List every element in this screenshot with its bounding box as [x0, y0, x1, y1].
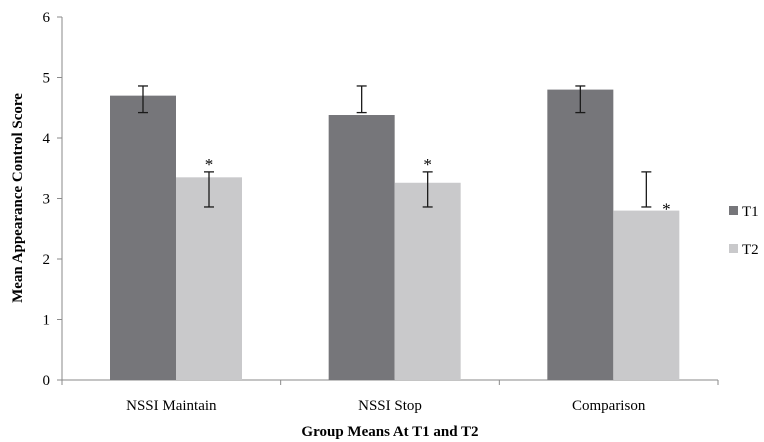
x-axis-title: Group Means At T1 and T2 [301, 424, 478, 440]
legend-item-t2: T2 [729, 242, 759, 258]
legend-label: T1 [742, 204, 759, 220]
error-bars [138, 85, 652, 208]
bar-t1-3 [547, 89, 614, 380]
bar-t2-2 [394, 182, 461, 380]
y-tick-label: 5 [43, 71, 51, 87]
error-bar-t2-3 [641, 171, 652, 208]
significance-asterisk: * [205, 155, 214, 174]
legend-label: T2 [742, 242, 759, 258]
y-axis-title: Mean Appearance Control Score [10, 93, 26, 303]
bars [110, 89, 680, 381]
y-axis: 0 1 2 3 4 5 6 [43, 10, 63, 389]
error-bar-t1-3 [575, 85, 586, 114]
x-category-label: Comparison [572, 398, 646, 414]
y-tick-label: 0 [43, 373, 51, 389]
y-tick-label: 1 [43, 313, 51, 329]
bar-t1-1 [110, 95, 176, 381]
y-tick-label: 2 [43, 252, 51, 268]
significance-asterisk: * [423, 155, 432, 174]
y-tick-label: 6 [43, 10, 51, 26]
significance-markers: * * * [205, 155, 671, 219]
bar-t2-3 [613, 210, 680, 380]
legend-item-t1: T1 [729, 204, 759, 220]
bar-t2-1 [176, 177, 242, 380]
legend-swatch [729, 206, 738, 215]
x-category-label: NSSI Stop [358, 398, 422, 414]
significance-asterisk: * [662, 200, 671, 219]
legend: T1 T2 [729, 204, 759, 258]
y-tick-label: 3 [43, 192, 51, 208]
y-tick-label: 4 [43, 131, 51, 147]
x-axis: NSSI Maintain NSSI Stop Comparison [61, 379, 719, 414]
error-bar-t1-2 [356, 85, 367, 114]
error-bar-t2-2 [422, 171, 433, 208]
error-bar-t1-1 [138, 85, 148, 114]
x-category-label: NSSI Maintain [126, 398, 217, 414]
bar-t1-2 [328, 115, 395, 380]
legend-swatch [729, 244, 738, 253]
error-bar-t2-1 [204, 171, 214, 208]
